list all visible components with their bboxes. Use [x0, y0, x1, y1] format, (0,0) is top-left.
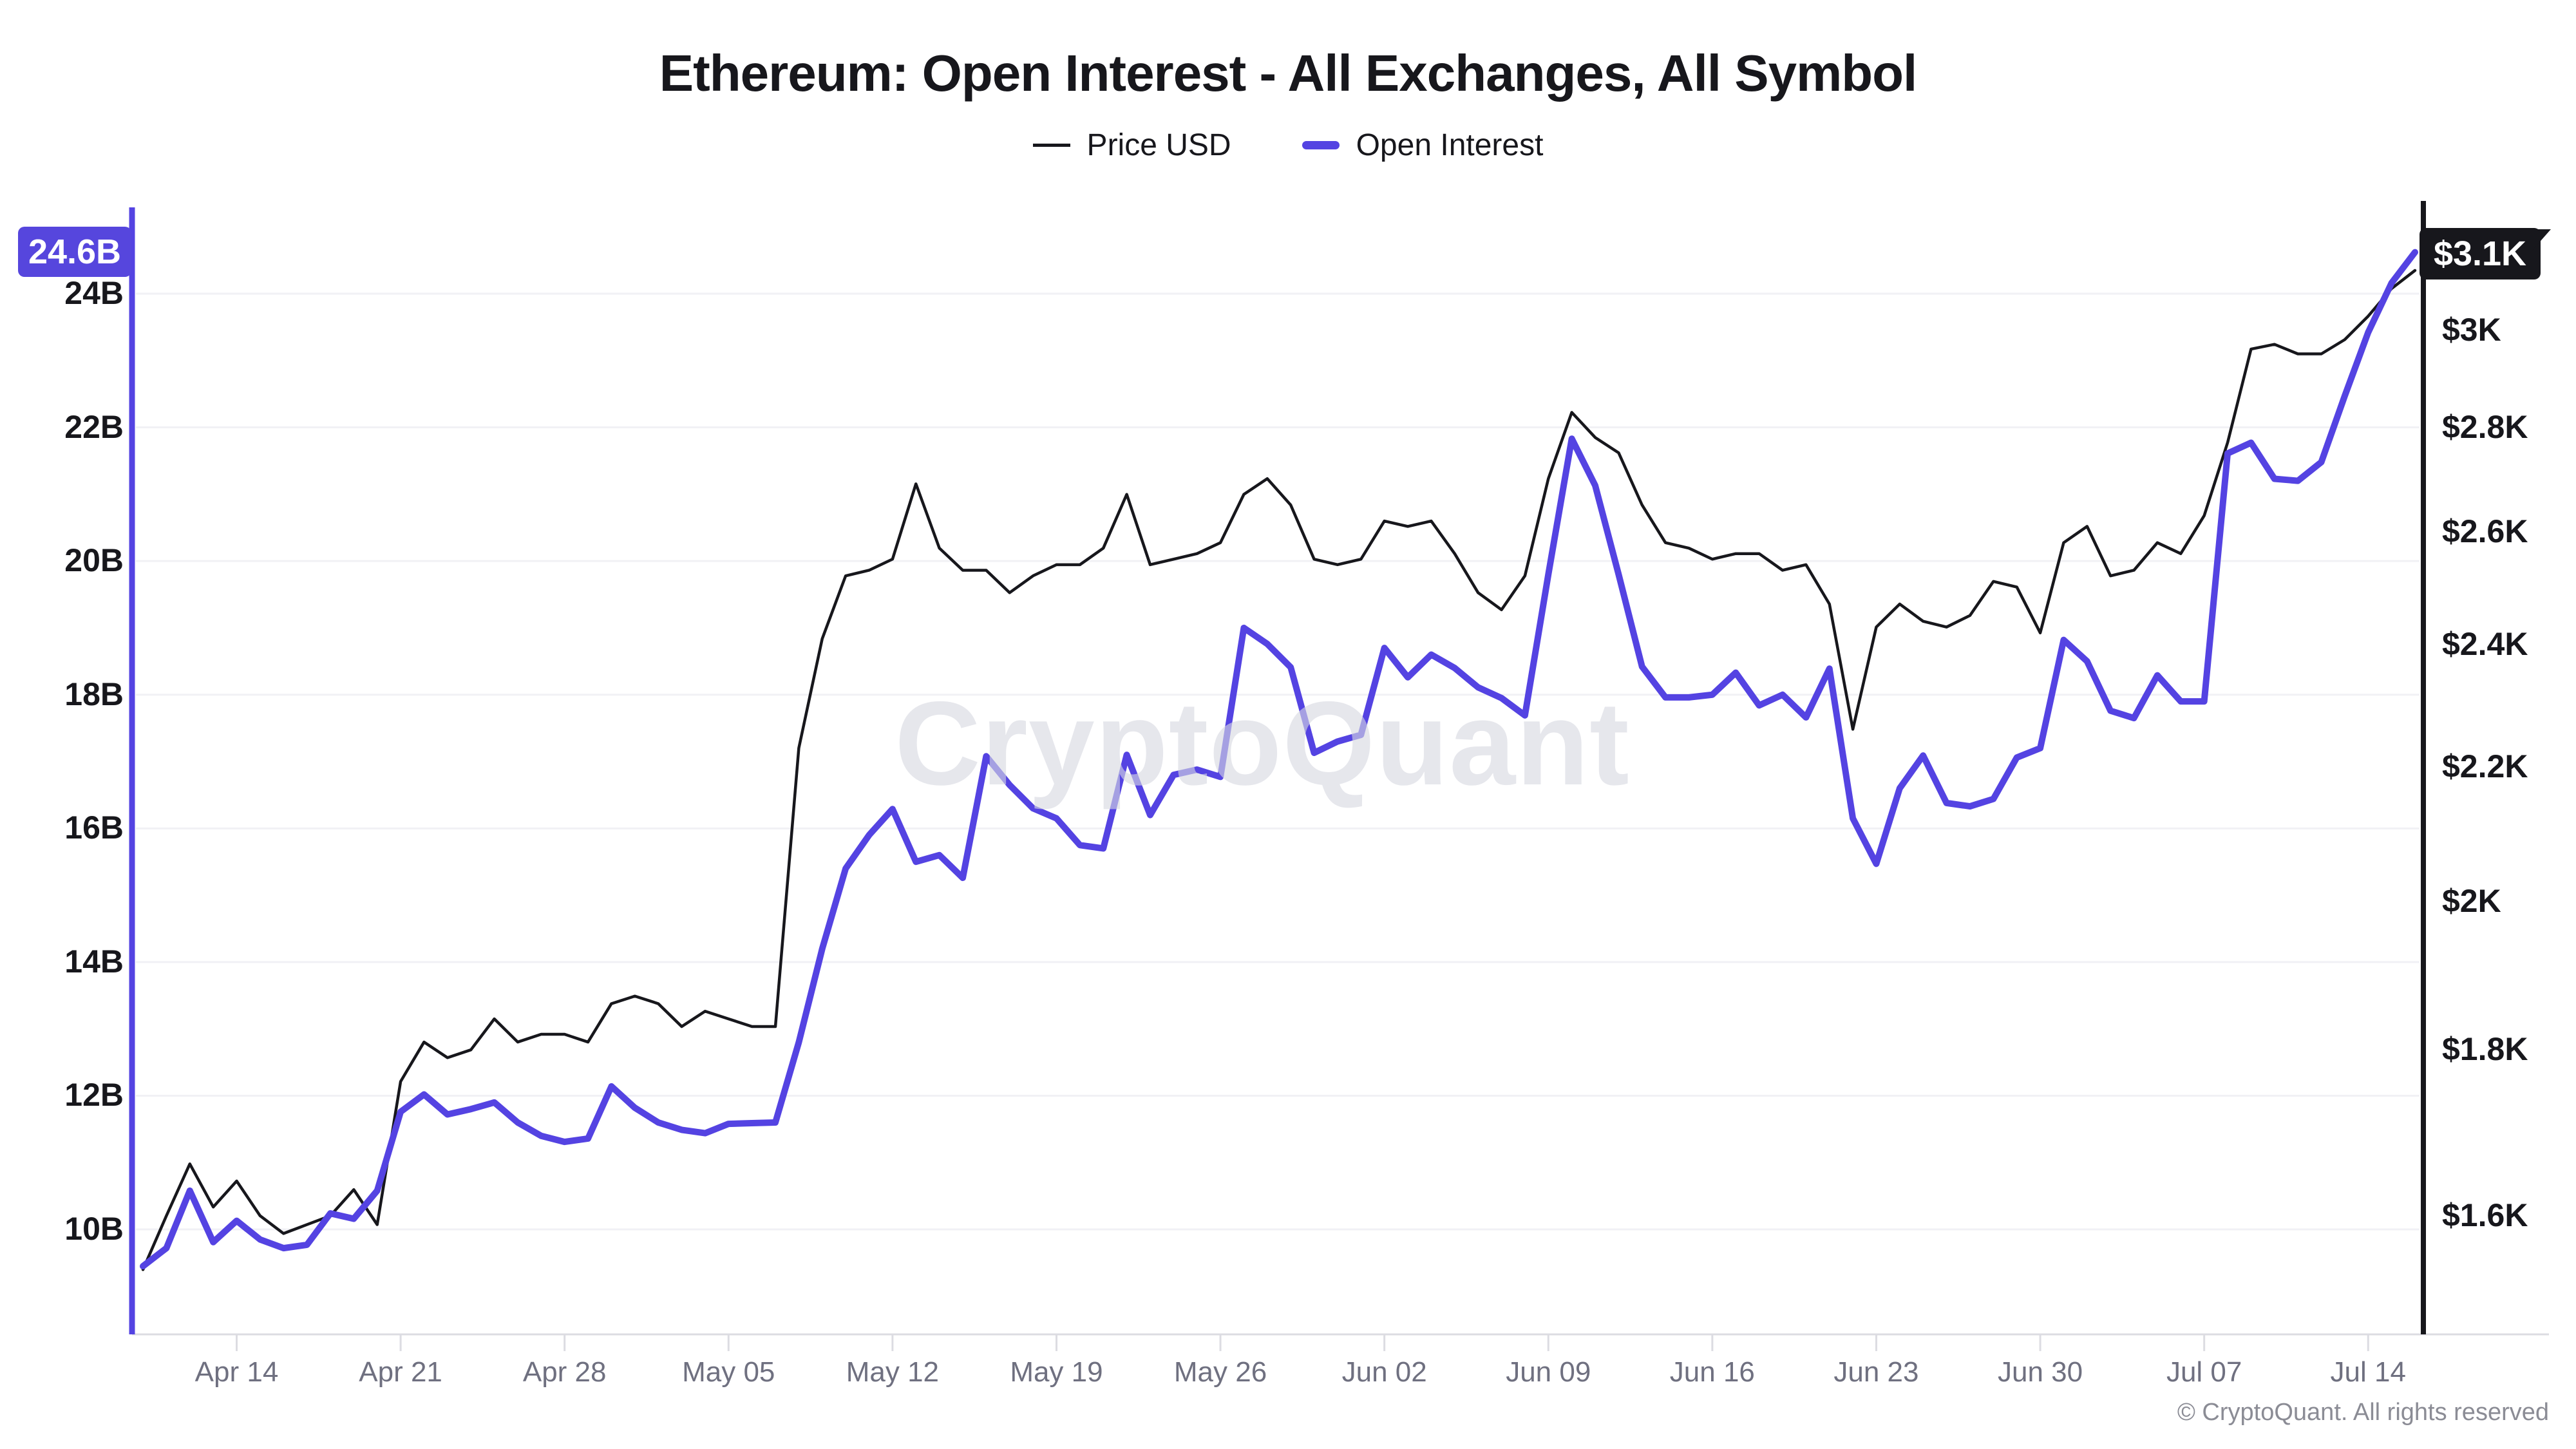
x-axis-tick-label: Apr 14	[194, 1356, 279, 1388]
left-axis-tick-label: 18B	[64, 676, 124, 712]
chart-title: Ethereum: Open Interest - All Exchanges,…	[659, 44, 1917, 102]
right-axis-tick-label: $2K	[2442, 882, 2501, 919]
open-interest-line-marker-icon	[1302, 141, 1340, 149]
left-axis-tick-label: 20B	[64, 542, 124, 579]
left-axis-tick-label: 22B	[64, 408, 124, 445]
legend: Price USD Open Interest	[0, 128, 2576, 163]
open-interest-current-value-badge: 24.6B	[18, 227, 131, 277]
x-axis-tick-label: Jun 30	[1997, 1356, 2083, 1388]
x-axis-tick-label: Apr 21	[359, 1356, 442, 1388]
x-axis-tick-label: May 05	[682, 1356, 775, 1388]
legend-label-open-interest: Open Interest	[1356, 128, 1544, 162]
x-axis-tick-label: Jun 23	[1833, 1356, 1919, 1388]
legend-item-open-interest[interactable]: Open Interest	[1302, 128, 1544, 163]
x-axis-tick-label: May 26	[1173, 1356, 1267, 1388]
right-axis-tick-label: $2.6K	[2442, 513, 2528, 549]
series-line-open-interest	[140, 249, 2418, 1270]
left-axis-tick-label: 12B	[64, 1077, 124, 1113]
x-axis-tick-label: Apr 28	[522, 1356, 607, 1388]
right-axis-tick-label: $2.2K	[2442, 748, 2528, 785]
x-axis-tick-label: Jun 09	[1506, 1356, 1591, 1388]
price-current-value-badge: $3.1K	[2420, 228, 2551, 279]
left-axis-tick-label: 16B	[64, 810, 124, 846]
x-axis-tick-label: May 12	[846, 1356, 940, 1388]
right-axis-tick-label: $2.8K	[2442, 408, 2528, 445]
watermark: CryptoQuant	[895, 677, 1630, 810]
left-axis-tick-label: 14B	[64, 943, 124, 980]
copyright-footer: © CryptoQuant. All rights reserved	[2177, 1399, 2549, 1426]
right-axis-tick-label: $1.8K	[2442, 1031, 2528, 1068]
x-axis-tick-label: Jun 02	[1341, 1356, 1427, 1388]
x-axis-tick-label: Jul 07	[2166, 1356, 2242, 1388]
x-axis-tick-label: Jun 16	[1669, 1356, 1755, 1388]
right-axis-tick-label: $2.4K	[2442, 625, 2528, 662]
left-axis-tick-label: 10B	[64, 1211, 124, 1247]
x-axis-tick-label: May 19	[1010, 1356, 1103, 1388]
right-axis-tick-label: $3K	[2442, 311, 2501, 348]
series-line-price-usd	[141, 269, 2417, 1271]
legend-label-price: Price USD	[1086, 128, 1231, 162]
left-axis-tick-label: 24B	[64, 275, 124, 311]
right-axis-tick-label: $1.6K	[2442, 1197, 2528, 1233]
x-axis-tick-label: Jul 14	[2330, 1356, 2406, 1388]
price-line-marker-icon	[1032, 144, 1070, 147]
legend-item-price[interactable]: Price USD	[1032, 128, 1231, 163]
